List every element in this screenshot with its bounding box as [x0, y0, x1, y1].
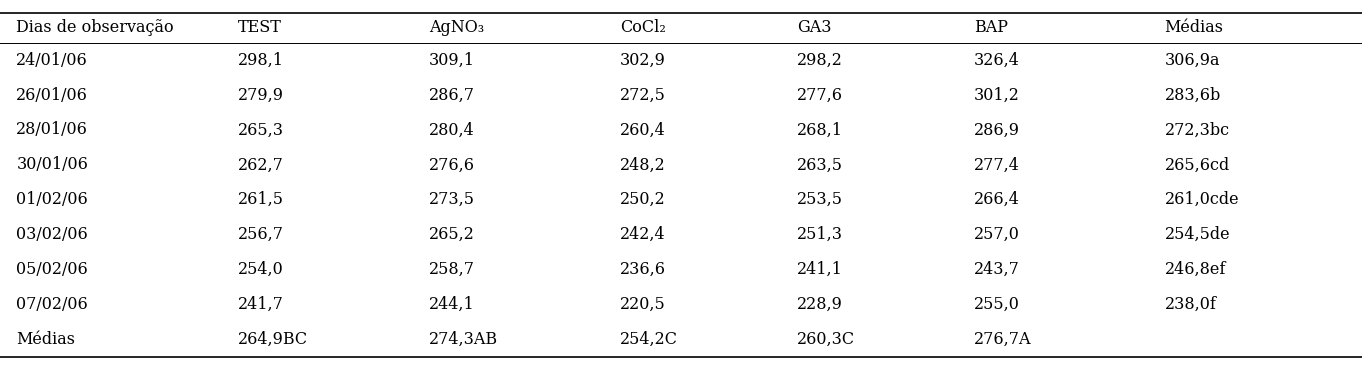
Text: 298,2: 298,2 — [797, 52, 843, 69]
Text: 263,5: 263,5 — [797, 156, 843, 173]
Text: 268,1: 268,1 — [797, 121, 843, 138]
Text: 220,5: 220,5 — [620, 296, 666, 313]
Text: 24/01/06: 24/01/06 — [16, 52, 89, 69]
Text: 236,6: 236,6 — [620, 261, 666, 278]
Text: 242,4: 242,4 — [620, 226, 665, 243]
Text: 276,7A: 276,7A — [974, 331, 1031, 348]
Text: 279,9: 279,9 — [238, 86, 285, 104]
Text: 30/01/06: 30/01/06 — [16, 156, 89, 173]
Text: AgNO₃: AgNO₃ — [429, 19, 485, 36]
Text: 265,6cd: 265,6cd — [1165, 156, 1230, 173]
Text: 26/01/06: 26/01/06 — [16, 86, 89, 104]
Text: 260,4: 260,4 — [620, 121, 666, 138]
Text: 265,2: 265,2 — [429, 226, 475, 243]
Text: 266,4: 266,4 — [974, 191, 1020, 208]
Text: 277,6: 277,6 — [797, 86, 843, 104]
Text: 244,1: 244,1 — [429, 296, 475, 313]
Text: 241,7: 241,7 — [238, 296, 285, 313]
Text: 272,5: 272,5 — [620, 86, 666, 104]
Text: 05/02/06: 05/02/06 — [16, 261, 89, 278]
Text: 254,0: 254,0 — [238, 261, 285, 278]
Text: 254,5de: 254,5de — [1165, 226, 1230, 243]
Text: 03/02/06: 03/02/06 — [16, 226, 89, 243]
Text: 273,5: 273,5 — [429, 191, 475, 208]
Text: Médias: Médias — [16, 331, 75, 348]
Text: 238,0f: 238,0f — [1165, 296, 1216, 313]
Text: 251,3: 251,3 — [797, 226, 843, 243]
Text: 286,9: 286,9 — [974, 121, 1020, 138]
Text: 253,5: 253,5 — [797, 191, 843, 208]
Text: 01/02/06: 01/02/06 — [16, 191, 89, 208]
Text: 07/02/06: 07/02/06 — [16, 296, 89, 313]
Text: 276,6: 276,6 — [429, 156, 475, 173]
Text: 286,7: 286,7 — [429, 86, 475, 104]
Text: 261,0cde: 261,0cde — [1165, 191, 1239, 208]
Text: CoCl₂: CoCl₂ — [620, 19, 666, 36]
Text: 326,4: 326,4 — [974, 52, 1020, 69]
Text: 257,0: 257,0 — [974, 226, 1020, 243]
Text: 301,2: 301,2 — [974, 86, 1020, 104]
Text: 261,5: 261,5 — [238, 191, 285, 208]
Text: Dias de observação: Dias de observação — [16, 19, 174, 36]
Text: 298,1: 298,1 — [238, 52, 285, 69]
Text: 265,3: 265,3 — [238, 121, 285, 138]
Text: 254,2C: 254,2C — [620, 331, 678, 348]
Text: 228,9: 228,9 — [797, 296, 843, 313]
Text: BAP: BAP — [974, 19, 1008, 36]
Text: 256,7: 256,7 — [238, 226, 285, 243]
Text: TEST: TEST — [238, 19, 282, 36]
Text: 264,9BC: 264,9BC — [238, 331, 308, 348]
Text: 255,0: 255,0 — [974, 296, 1020, 313]
Text: 241,1: 241,1 — [797, 261, 843, 278]
Text: GA3: GA3 — [797, 19, 831, 36]
Text: 274,3AB: 274,3AB — [429, 331, 498, 348]
Text: 309,1: 309,1 — [429, 52, 475, 69]
Text: 246,8ef: 246,8ef — [1165, 261, 1226, 278]
Text: 306,9a: 306,9a — [1165, 52, 1220, 69]
Text: 277,4: 277,4 — [974, 156, 1020, 173]
Text: 248,2: 248,2 — [620, 156, 666, 173]
Text: 250,2: 250,2 — [620, 191, 666, 208]
Text: 280,4: 280,4 — [429, 121, 475, 138]
Text: 302,9: 302,9 — [620, 52, 666, 69]
Text: 258,7: 258,7 — [429, 261, 475, 278]
Text: 262,7: 262,7 — [238, 156, 285, 173]
Text: 272,3bc: 272,3bc — [1165, 121, 1230, 138]
Text: 260,3C: 260,3C — [797, 331, 855, 348]
Text: 243,7: 243,7 — [974, 261, 1020, 278]
Text: 28/01/06: 28/01/06 — [16, 121, 89, 138]
Text: Médias: Médias — [1165, 19, 1223, 36]
Text: 283,6b: 283,6b — [1165, 86, 1220, 104]
